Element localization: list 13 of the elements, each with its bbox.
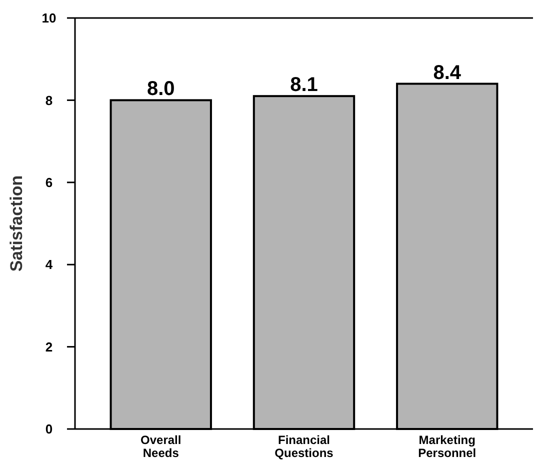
x-tick-label: Financial Questions bbox=[274, 433, 334, 460]
y-tick-label: 0 bbox=[45, 422, 53, 437]
y-tick-label: 6 bbox=[45, 174, 53, 190]
y-tick-label: 4 bbox=[45, 257, 54, 272]
y-tick-label: 2 bbox=[45, 339, 53, 354]
x-tick-label: Overall Needs bbox=[140, 433, 182, 460]
data-label: 8.4 bbox=[433, 62, 462, 84]
data-label: 8.0 bbox=[146, 78, 175, 100]
x-tick-label: Marketing Personnel bbox=[418, 433, 476, 460]
data-label: 8.1 bbox=[290, 74, 318, 96]
y-axis-title: Satisfaction bbox=[7, 175, 26, 272]
y-tick-label: 10 bbox=[42, 10, 56, 26]
y-tick-label: 8 bbox=[45, 92, 53, 108]
